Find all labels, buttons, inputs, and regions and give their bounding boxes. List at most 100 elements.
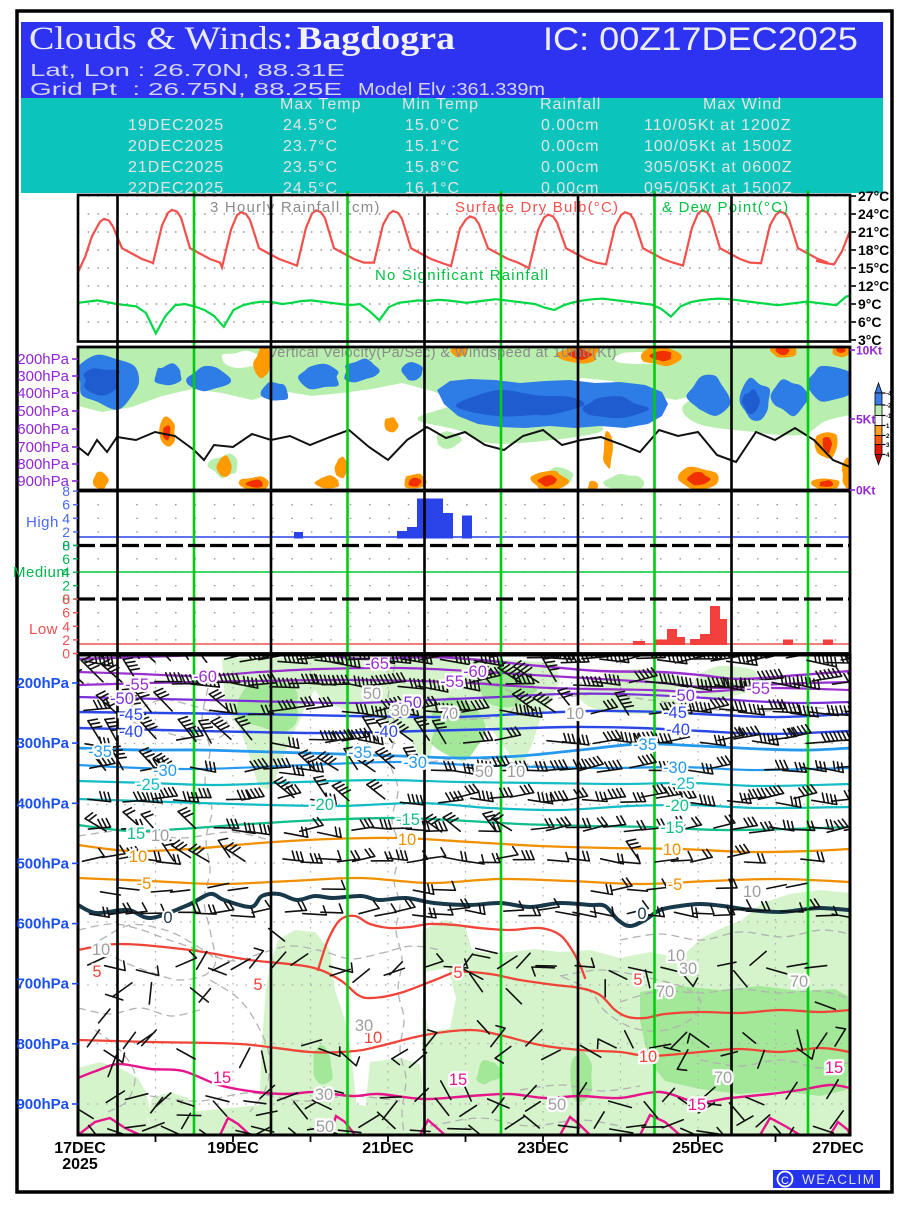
svg-text:0Kt: 0Kt [856,484,875,498]
svg-text:-35: -35 [348,744,372,762]
svg-text:Surface Dry Bulb(°C): Surface Dry Bulb(°C) [455,199,619,216]
svg-text:2: 2 [62,524,70,540]
svg-text:10: 10 [364,1029,382,1047]
svg-text:27°C: 27°C [858,188,889,204]
svg-text:10: 10 [663,841,681,859]
svg-text:800hPa: 800hPa [16,1036,69,1053]
svg-text:21DEC: 21DEC [362,1140,414,1157]
svg-text:8: 8 [62,537,70,553]
svg-text:-55: -55 [440,673,464,691]
svg-text:WEACLIM: WEACLIM [802,1172,876,1187]
svg-text:1: 1 [886,424,890,430]
svg-text:High: High [26,514,59,531]
svg-text:24.5°C: 24.5°C [283,180,338,197]
svg-text:-35: -35 [88,743,112,761]
svg-text:500hPa: 500hPa [16,855,69,872]
svg-text:4: 4 [62,564,70,580]
svg-text:5: 5 [92,963,101,981]
svg-text:19DEC: 19DEC [207,1140,259,1157]
svg-text:Rainfall: Rainfall [540,96,601,113]
svg-text:70: 70 [714,1069,732,1087]
svg-text:10: 10 [398,831,416,849]
svg-text:15.1°C: 15.1°C [405,138,460,155]
svg-text:-55: -55 [746,680,770,698]
svg-text:-15: -15 [396,811,420,829]
svg-text:2: 2 [62,578,70,594]
svg-text:-40: -40 [374,723,398,741]
svg-text:Model Elv :361.339m: Model Elv :361.339m [358,79,545,99]
svg-text:-50: -50 [671,687,695,705]
svg-text:Bagdogra: Bagdogra [297,21,455,57]
svg-text:900hPa: 900hPa [17,473,69,490]
svg-text:900hPa: 900hPa [16,1096,69,1113]
svg-text:-30: -30 [663,759,687,777]
svg-text:15°C: 15°C [858,260,889,276]
svg-text:-50: -50 [110,690,134,708]
svg-text:-5: -5 [668,876,683,894]
svg-text:& Dew Point(°C): & Dew Point(°C) [662,199,789,216]
svg-text:22DEC2025: 22DEC2025 [128,180,224,197]
svg-text:400hPa: 400hPa [17,385,69,402]
svg-text:10: 10 [129,848,147,866]
svg-text:30: 30 [391,702,409,720]
svg-text:2: 2 [886,434,890,440]
svg-text:3: 3 [886,443,890,449]
svg-text:Max Temp: Max Temp [280,96,362,113]
svg-text:70: 70 [790,973,808,991]
svg-text:Vertical Velocity(Pa/Sec) & Wi: Vertical Velocity(Pa/Sec) & Windspeed at… [268,345,617,361]
svg-text:5: 5 [633,971,642,989]
svg-text:3°C: 3°C [858,332,882,348]
svg-text:-35: -35 [633,736,657,754]
svg-text:-2: -2 [886,404,892,410]
svg-text:15: 15 [688,1096,706,1114]
svg-text:0.00cm: 0.00cm [541,138,599,155]
svg-text:21DEC2025: 21DEC2025 [128,159,224,176]
svg-text:C: C [781,1175,789,1187]
svg-text:15: 15 [213,1069,231,1087]
svg-text:0.00cm: 0.00cm [541,180,599,197]
svg-text:50: 50 [363,685,381,703]
svg-text:10: 10 [667,947,685,965]
svg-text:3 Hourly Rainfall (cm): 3 Hourly Rainfall (cm) [210,199,381,216]
svg-text:10: 10 [92,941,110,959]
svg-text:70: 70 [440,705,458,723]
svg-text:6: 6 [62,551,70,567]
svg-text:Min Temp: Min Temp [402,96,479,113]
svg-text:2: 2 [62,632,70,648]
svg-text:10: 10 [639,1048,657,1066]
svg-text:24°C: 24°C [858,206,889,222]
svg-text:200hPa: 200hPa [17,351,69,368]
svg-text:110/05Kt at 1200Z: 110/05Kt at 1200Z [644,117,791,134]
svg-text:15.0°C: 15.0°C [405,117,460,134]
svg-text:0: 0 [62,646,70,662]
svg-text:5Kt: 5Kt [856,413,875,427]
svg-text:19DEC2025: 19DEC2025 [128,117,224,134]
svg-text:-45: -45 [119,706,143,724]
svg-text:-40: -40 [119,723,143,741]
svg-text:-60: -60 [193,668,217,686]
svg-text:6: 6 [62,497,70,513]
svg-text:400hPa: 400hPa [16,795,69,812]
svg-text:-1: -1 [886,414,892,420]
svg-text:10: 10 [507,763,525,781]
svg-text:27DEC: 27DEC [812,1140,864,1157]
svg-text:-20: -20 [310,796,334,814]
svg-text:50: 50 [475,763,493,781]
svg-text:-60: -60 [463,663,487,681]
svg-text:0: 0 [637,905,646,923]
svg-text:Medium: Medium [13,564,69,581]
svg-text:0.00cm: 0.00cm [541,159,599,176]
svg-text:-25: -25 [671,775,695,793]
svg-text:-30: -30 [153,762,177,780]
svg-text:15: 15 [127,825,145,843]
svg-text:0: 0 [62,538,70,554]
svg-text:25DEC: 25DEC [672,1140,724,1157]
svg-text:-4: -4 [886,392,892,398]
svg-text:Low: Low [29,621,58,638]
svg-text:10: 10 [743,883,761,901]
svg-text:23.5°C: 23.5°C [283,159,338,176]
svg-text:500hPa: 500hPa [17,403,69,420]
svg-text:4: 4 [62,510,70,526]
svg-text:305/05Kt at 0600Z: 305/05Kt at 0600Z [644,159,793,176]
svg-text:8: 8 [62,483,70,499]
